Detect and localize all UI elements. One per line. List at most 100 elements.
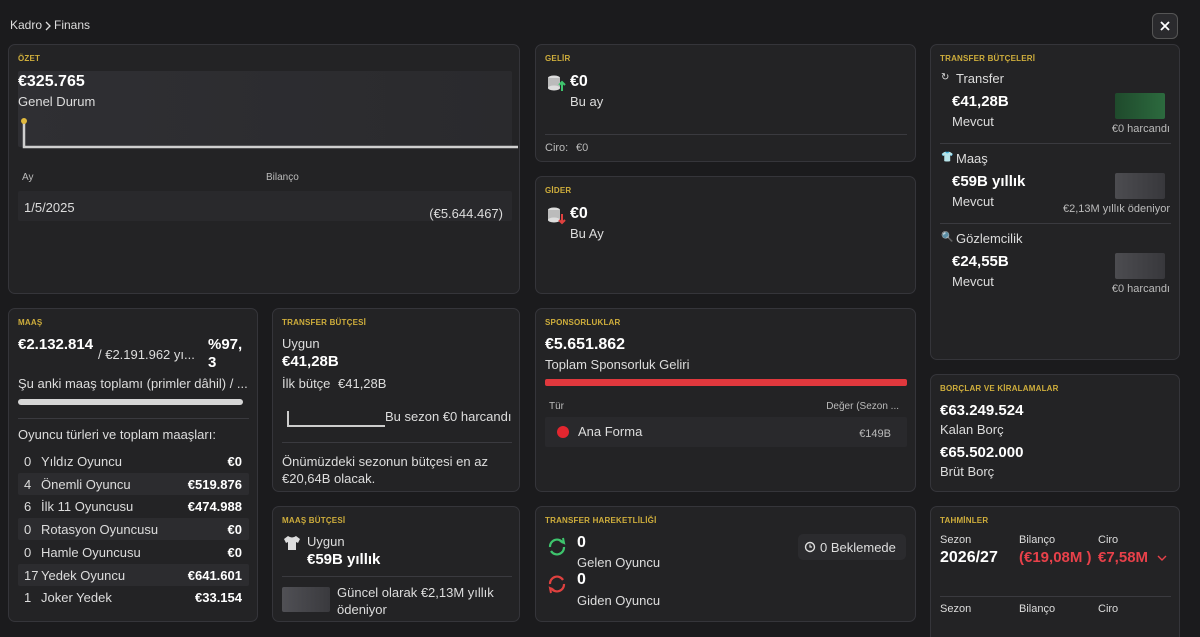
amount: €59B yıllık bbox=[307, 551, 381, 568]
wage-total: €0 bbox=[227, 544, 242, 560]
wage-total: €641.601 bbox=[187, 567, 242, 583]
expense-period: Bu Ay bbox=[570, 226, 604, 241]
item-status: Mevcut bbox=[952, 114, 994, 129]
player-count: 6 bbox=[24, 499, 32, 515]
transfer-budgets-card: TRANSFER BÜTÇELERİ ↻ Transfer €41,28B Mevcu… bbox=[930, 44, 1180, 360]
balance: (€19,08M ) bbox=[1019, 549, 1092, 566]
card-title: TRANSFER BÜTÇELERİ bbox=[940, 54, 1036, 63]
summary-label: Genel Durum bbox=[18, 94, 96, 109]
card-title: GİDER bbox=[545, 186, 572, 195]
dropdown-icon[interactable] bbox=[1157, 554, 1167, 562]
pending-label: 0 Beklemede bbox=[820, 540, 896, 555]
outgoing-icon bbox=[548, 575, 566, 594]
wage-total: €474.988 bbox=[187, 499, 242, 515]
card-title: GELİR bbox=[545, 54, 571, 63]
debt-label: Kalan Borç bbox=[940, 422, 1004, 437]
card-title: TRANSFER HAREKETLİLİĞİ bbox=[545, 516, 657, 525]
player-type: Yedek Oyuncu bbox=[41, 567, 126, 583]
close-icon bbox=[1160, 21, 1170, 31]
progress-bar bbox=[18, 399, 243, 405]
expense-card: GİDER €0 Bu Ay bbox=[535, 176, 916, 294]
item-status: Mevcut bbox=[952, 274, 994, 289]
item-note: €2,13M yıllık ödeniyor bbox=[1063, 203, 1170, 215]
expense-amount: €0 bbox=[570, 205, 588, 222]
income-card: GELİR €0 Bu ay Ciro: €0 bbox=[535, 44, 916, 162]
card-title: SPONSORLUKLAR bbox=[545, 318, 621, 327]
season: 2026/27 bbox=[940, 549, 998, 566]
table-header: Ay bbox=[22, 172, 34, 183]
status: Uygun bbox=[282, 336, 320, 351]
row-bg bbox=[18, 518, 249, 541]
pending-button[interactable]: 0 Beklemede bbox=[798, 534, 906, 560]
incoming-icon bbox=[548, 537, 566, 556]
debt-amount: €63.249.524 bbox=[940, 402, 1024, 419]
summary-amount: €325.765 bbox=[18, 73, 85, 90]
item-status: Mevcut bbox=[952, 194, 994, 209]
breadcrumb-item: Finans bbox=[54, 18, 91, 32]
item-name: Maaş bbox=[956, 151, 988, 166]
table-cell: (€5.644.467) bbox=[429, 206, 503, 221]
col-label: Ciro bbox=[1098, 603, 1119, 615]
item-name: Gözlemcilik bbox=[956, 231, 1023, 246]
separator bbox=[282, 576, 512, 577]
debt-label: Brüt Borç bbox=[940, 464, 995, 479]
table-cell: €149B bbox=[859, 428, 891, 440]
card-title: ÖZET bbox=[18, 54, 41, 63]
player-type: Joker Yedek bbox=[41, 590, 112, 606]
player-type: Önemli Oyuncu bbox=[41, 476, 131, 492]
item-bar bbox=[1115, 253, 1165, 279]
revenue-value: €0 bbox=[576, 142, 589, 154]
item-bar bbox=[1115, 173, 1165, 199]
player-count: 0 bbox=[24, 544, 32, 560]
coins-icon bbox=[548, 207, 566, 225]
player-type: Rotasyon Oyuncusu bbox=[41, 522, 159, 538]
income-period: Bu ay bbox=[570, 94, 604, 109]
wages-total: / €2.191.962 yı... bbox=[98, 347, 195, 362]
sponsor-bar bbox=[545, 379, 907, 386]
initial-value: €41,28B bbox=[338, 376, 387, 391]
separator bbox=[282, 442, 512, 443]
col-label: Bilanço bbox=[1019, 534, 1056, 546]
player-count: 4 bbox=[24, 476, 32, 492]
sponsorships-card: SPONSORLUKLAR €5.651.862 Toplam Sponsorl… bbox=[535, 308, 916, 492]
table-row bbox=[545, 417, 907, 447]
card-title: BORÇLAR VE KİRALAMALAR bbox=[940, 384, 1059, 393]
transfer-activity-card: TRANSFER HAREKETLİLİĞİ 0 Gelen Oyuncu 0 … bbox=[535, 506, 916, 622]
wages-percent: %97,3 bbox=[208, 336, 243, 371]
income-amount: €0 bbox=[570, 73, 588, 90]
wage-total: €33.154 bbox=[195, 590, 242, 606]
initial-label: İlk bütçe bbox=[282, 376, 331, 391]
item-name: Transfer bbox=[956, 71, 1004, 86]
incoming-label: Gelen Oyuncu bbox=[577, 555, 661, 570]
card-title: TRANSFER BÜTÇESİ bbox=[282, 318, 367, 327]
wage-budget-card: MAAŞ BÜTÇESİ Uygun €59B yıllık Güncel ol… bbox=[272, 506, 520, 622]
separator bbox=[940, 223, 1171, 224]
close-button[interactable] bbox=[1152, 13, 1178, 39]
row-bg bbox=[18, 563, 249, 586]
revenue: €7,58M bbox=[1098, 549, 1149, 566]
transfer-budget-card: TRANSFER BÜTÇESİ Uygun €41,28B İlk bütçe… bbox=[272, 308, 520, 492]
list-title: Oyuncu türleri ve toplam maaşları: bbox=[18, 427, 216, 442]
label: Toplam Sponsorluk Geliri bbox=[545, 357, 690, 372]
color-dot bbox=[557, 426, 569, 438]
player-count: 17 bbox=[24, 567, 39, 583]
col-label: Sezon bbox=[940, 603, 972, 615]
spent: Bu sezon €0 harcandı bbox=[385, 409, 512, 424]
outgoing-count: 0 bbox=[577, 571, 586, 588]
table-cell: Ana Forma bbox=[578, 424, 643, 439]
player-type: İlk 11 Oyuncusu bbox=[41, 499, 134, 515]
wages-card: MAAŞ €2.132.814 / €2.191.962 yı... %97,3… bbox=[8, 308, 258, 622]
debt-amount: €65.502.000 bbox=[940, 444, 1024, 461]
forecasts-card: TAHMİNLER Sezon Bilanço Ciro 2026/27 (€1… bbox=[930, 506, 1180, 637]
wage-total: €0 bbox=[227, 522, 242, 538]
item-bar bbox=[1115, 93, 1165, 119]
item-amount: €41,28B bbox=[952, 93, 1009, 110]
breadcrumb-item[interactable]: Kadro bbox=[10, 18, 43, 32]
note: Güncel olarak €2,13M yıllık ödeniyor bbox=[337, 585, 494, 617]
row-bg bbox=[18, 472, 249, 495]
col-label: Bilanço bbox=[1019, 603, 1056, 615]
summary-card: ÖZET €325.765 Genel Durum Ay Bilanço 1/5… bbox=[8, 44, 520, 294]
amount: €41,28B bbox=[282, 353, 339, 370]
item-note: €0 harcandı bbox=[1111, 283, 1170, 295]
